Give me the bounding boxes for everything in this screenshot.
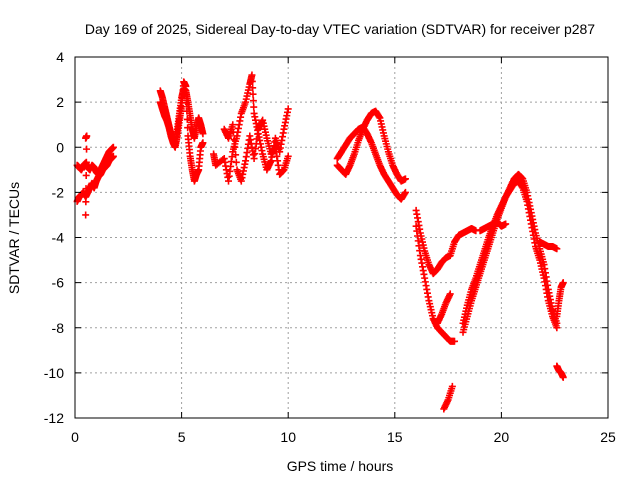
y-tick-label: -2: [52, 184, 65, 200]
data-point: [82, 211, 90, 219]
data-point: [502, 220, 510, 228]
data-series-10: [412, 206, 480, 278]
chart-title: Day 169 of 2025, Sidereal Day-to-day VTE…: [85, 21, 595, 37]
x-tick-label: 0: [71, 429, 79, 445]
y-axis-label: SDTVAR / TECUs: [6, 182, 22, 294]
data-series-12: [433, 290, 454, 327]
data-point-fill: [183, 115, 191, 123]
data-point: [553, 245, 561, 253]
y-tick-label: 0: [56, 139, 64, 155]
x-tick-label: 25: [600, 429, 616, 445]
data-point: [450, 337, 458, 345]
x-tick-label: 10: [280, 429, 296, 445]
x-tick-label: 20: [494, 429, 510, 445]
data-point: [401, 175, 409, 183]
data-point: [229, 121, 237, 129]
data-point: [82, 134, 90, 142]
tick-layer: 0 5 10 15 20 25 -12 -10 -8 -6 -4 -2 0 2 4: [44, 49, 616, 445]
x-axis-label: GPS time / hours: [287, 458, 394, 474]
data-series-17: [536, 238, 561, 253]
data-point: [248, 71, 256, 79]
data-point: [109, 152, 117, 160]
data-point-fill: [82, 158, 90, 166]
data-point-fill: [82, 185, 90, 193]
x-tick-label: 5: [178, 429, 186, 445]
data-point: [182, 82, 190, 90]
data-series-15: [459, 177, 561, 332]
y-tick-label: -6: [52, 275, 65, 291]
data-point: [559, 373, 567, 381]
data-point-fill: [231, 143, 239, 151]
data-layer: [73, 71, 567, 413]
data-series-18: [553, 362, 567, 381]
data-point: [284, 152, 292, 160]
y-tick-label: -4: [52, 230, 65, 246]
data-point-fill: [248, 77, 256, 85]
data-point-fill: [230, 136, 238, 144]
data-point-fill: [232, 158, 240, 166]
data-series-9: [333, 123, 409, 203]
data-series-16: [476, 218, 510, 235]
data-point-fill: [250, 103, 258, 111]
data-series-19: [553, 279, 567, 320]
data-point: [199, 139, 207, 147]
data-series-7: [220, 116, 292, 185]
data-point-fill: [249, 97, 257, 105]
data-point-fill: [183, 107, 191, 115]
data-point-fill: [82, 171, 90, 179]
y-tick-label: 2: [56, 94, 64, 110]
data-point: [448, 382, 456, 390]
y-tick-label: -8: [52, 320, 65, 336]
data-point: [553, 324, 561, 332]
data-point-fill: [232, 151, 240, 159]
data-point-fill: [229, 128, 237, 136]
y-tick-label: -12: [44, 410, 64, 426]
data-point: [284, 105, 292, 113]
y-tick-label: -10: [44, 365, 64, 381]
data-series-3: [82, 132, 91, 219]
data-point: [109, 143, 117, 151]
data-series-5: [156, 78, 207, 185]
data-point: [199, 130, 207, 138]
data-series-6: [210, 71, 292, 185]
data-point-fill: [82, 198, 90, 206]
data-point-fill: [182, 91, 190, 99]
data-series-13: [440, 382, 456, 413]
x-tick-label: 15: [387, 429, 403, 445]
data-point: [559, 279, 567, 287]
data-point-fill: [249, 84, 257, 92]
data-point: [446, 290, 454, 298]
data-series-2: [73, 152, 117, 205]
y-tick-label: 4: [56, 49, 64, 65]
data-point-fill: [249, 90, 257, 98]
data-point: [401, 188, 409, 196]
data-point-fill: [184, 124, 192, 132]
data-point-fill: [183, 99, 191, 107]
data-point-fill: [83, 145, 91, 153]
